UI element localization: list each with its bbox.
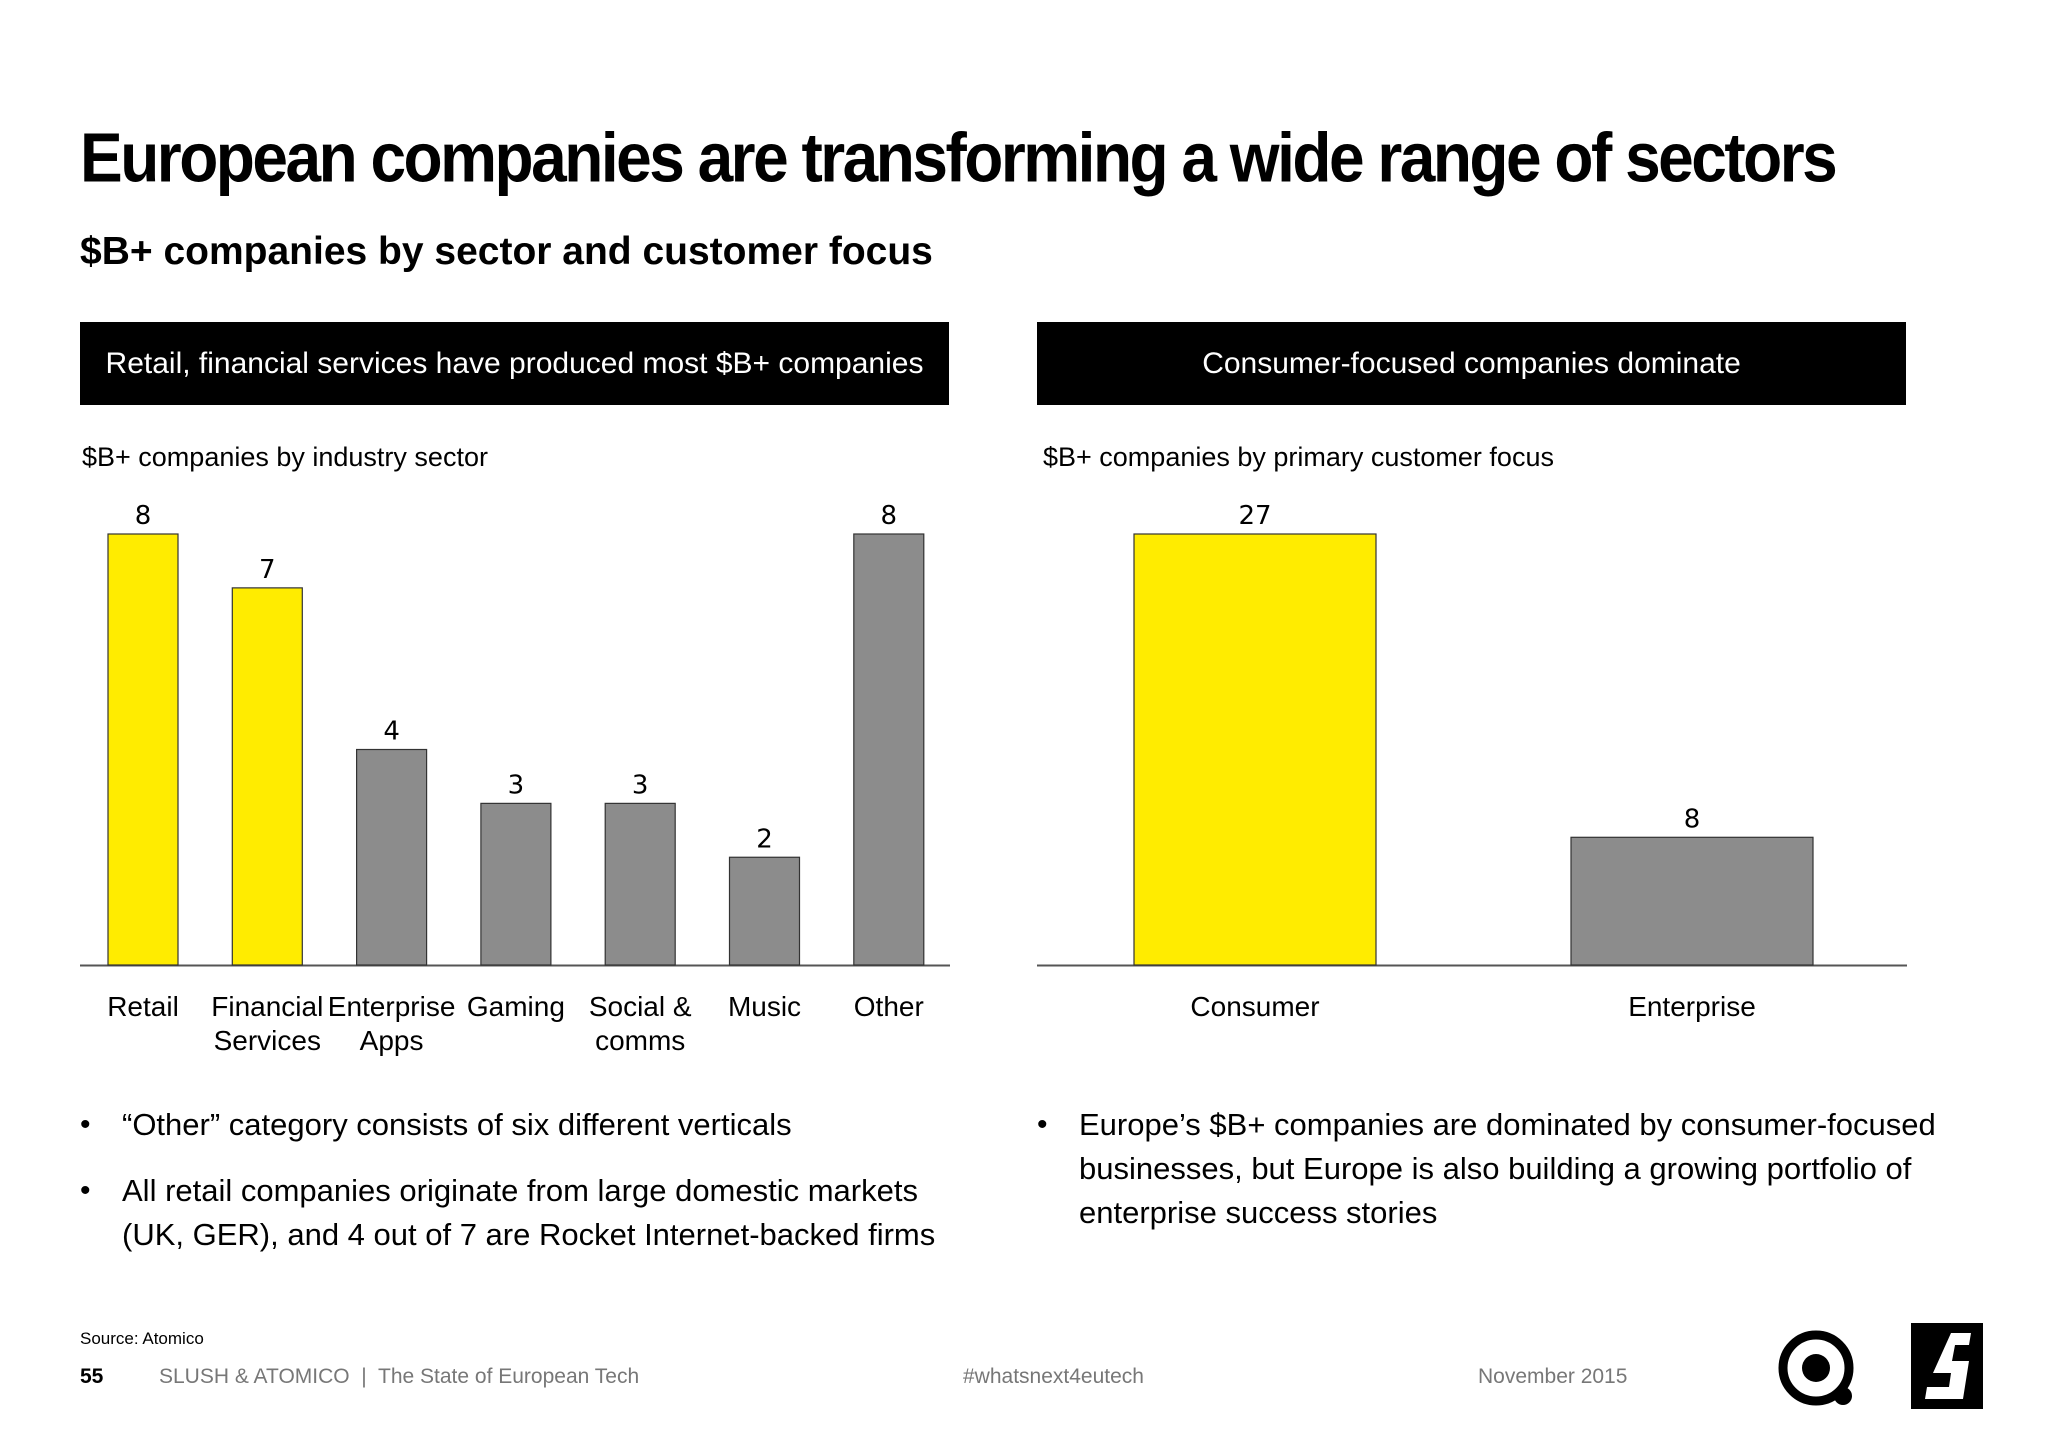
focus-data-label: 8: [1684, 804, 1701, 834]
right-bullets: Europe’s $B+ companies are dominated by …: [1037, 1103, 1937, 1257]
sector-category-label: Enterprise Apps: [327, 991, 456, 1056]
sector-bar: [604, 802, 676, 966]
sector-category-label: Financial Services: [211, 991, 324, 1056]
focus-data-label: 27: [1238, 501, 1271, 531]
sector-category-label: Social & comms: [588, 991, 692, 1056]
left-bullets: “Other” category consists of six differe…: [80, 1103, 960, 1279]
footer-brand: SLUSH & ATOMICO | The State of European …: [159, 1365, 640, 1388]
sector-category-label: Gaming: [466, 991, 565, 1022]
sector-bar-chart: 8 7 4 3 3 2 8: [80, 501, 950, 967]
sector-bar: [853, 533, 925, 966]
sector-bar: [480, 802, 552, 966]
sector-category-label: Music: [727, 991, 802, 1022]
page-subtitle: $B+ companies by sector and customer foc…: [80, 230, 933, 273]
page-title: European companies are transforming a wi…: [80, 119, 1838, 197]
sector-bar: [728, 856, 801, 966]
sector-data-label: 7: [259, 555, 276, 585]
bullet-item: All retail companies originate from larg…: [80, 1169, 960, 1257]
slush-logo-icon: [1911, 1323, 1983, 1409]
page-number: 55: [80, 1365, 104, 1388]
right-banner: Consumer-focused companies dominate: [1037, 322, 1906, 405]
focus-chart-label: $B+ companies by primary customer focus: [1043, 442, 1554, 472]
focus-bar: [1570, 836, 1814, 966]
sector-data-label: 3: [508, 770, 525, 800]
footer-hashtag: #whatsnext4eutech: [963, 1365, 1144, 1388]
sector-chart-label: $B+ companies by industry sector: [82, 442, 488, 472]
sector-bar: [356, 748, 428, 966]
sector-data-label: 8: [135, 501, 152, 531]
sector-bar: [107, 533, 179, 966]
atomico-logo-icon: [1778, 1330, 1854, 1406]
sector-data-label: 4: [383, 717, 400, 747]
focus-category-label: Enterprise: [1628, 991, 1756, 1022]
focus-bar: [1133, 533, 1377, 966]
left-banner: Retail, financial services have produced…: [80, 322, 949, 405]
bullet-item: Europe’s $B+ companies are dominated by …: [1037, 1103, 1937, 1235]
focus-category-label: Consumer: [1190, 991, 1320, 1022]
source-note: Source: Atomico: [80, 1329, 204, 1348]
focus-bar-chart: 27 8: [1037, 501, 1907, 967]
sector-data-label: 2: [756, 824, 773, 854]
sector-data-label: 8: [881, 501, 898, 531]
footer-date: November 2015: [1478, 1365, 1628, 1388]
sector-bar: [231, 587, 303, 966]
sector-category-label: Other: [853, 991, 924, 1022]
bullet-item: “Other” category consists of six differe…: [80, 1103, 960, 1147]
sector-category-label: Retail: [107, 991, 179, 1022]
sector-data-label: 3: [632, 770, 649, 800]
